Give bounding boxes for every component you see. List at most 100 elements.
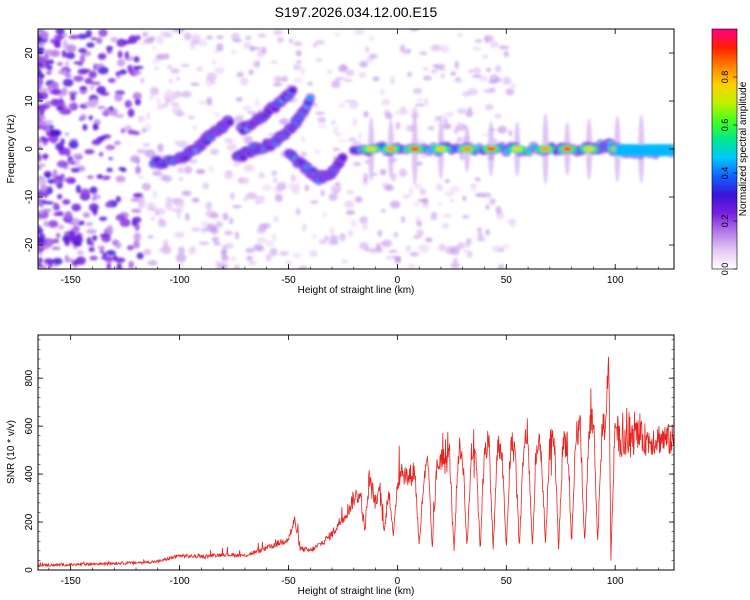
noise-blob bbox=[98, 135, 107, 141]
colorbar-ticks: 0.0 0.2 0.4 0.6 0.8 bbox=[720, 71, 737, 275]
noise-blob bbox=[72, 225, 80, 233]
noise-blob bbox=[334, 32, 341, 37]
noise-blob bbox=[231, 255, 236, 262]
noise-blob bbox=[416, 161, 423, 166]
noise-blob bbox=[198, 241, 210, 246]
noise-blob bbox=[341, 259, 349, 264]
noise-blob bbox=[463, 249, 469, 253]
noise-blob bbox=[128, 260, 134, 269]
noise-blob bbox=[181, 91, 190, 98]
noise-blob bbox=[136, 148, 147, 154]
noise-blob bbox=[126, 245, 135, 251]
noise-blob bbox=[223, 172, 234, 180]
noise-blob bbox=[80, 113, 87, 121]
noise-blob bbox=[140, 77, 145, 84]
noise-blob bbox=[202, 182, 210, 190]
noise-blob bbox=[472, 46, 481, 52]
noise-blob bbox=[335, 132, 342, 137]
noise-blob bbox=[465, 110, 474, 118]
noise-blob bbox=[201, 220, 209, 227]
noise-blob bbox=[157, 248, 164, 253]
noise-blob bbox=[120, 127, 126, 134]
noise-blob bbox=[249, 46, 261, 51]
noise-blob bbox=[320, 189, 325, 197]
noise-blob bbox=[407, 71, 412, 78]
noise-blob bbox=[165, 201, 173, 211]
snr-ytick-label: 400 bbox=[24, 465, 35, 482]
noise-blob bbox=[53, 202, 59, 210]
spectrogram-ytick-label: 10 bbox=[24, 95, 35, 107]
noise-blob bbox=[224, 137, 234, 144]
noise-blob bbox=[79, 220, 85, 226]
noise-blob bbox=[313, 102, 318, 108]
noise-blob bbox=[405, 244, 411, 253]
noise-blob bbox=[191, 197, 200, 203]
snr-xtick-label: 0 bbox=[395, 576, 401, 587]
noise-blob bbox=[39, 184, 48, 191]
noise-blob bbox=[191, 34, 201, 44]
figure-title: S197.2026.034.12.00.E15 bbox=[275, 4, 438, 20]
noise-blob bbox=[98, 29, 108, 37]
noise-blob bbox=[128, 35, 138, 44]
noise-blob bbox=[38, 110, 41, 116]
noise-blob bbox=[482, 132, 490, 137]
noise-blob bbox=[332, 147, 341, 152]
noise-blob bbox=[322, 212, 328, 218]
noise-blob bbox=[424, 237, 433, 243]
noise-blob bbox=[310, 199, 319, 205]
noise-blob bbox=[72, 153, 84, 158]
noise-blob bbox=[485, 229, 491, 236]
noise-blob bbox=[115, 71, 122, 76]
noise-blob bbox=[38, 209, 44, 215]
noise-blob bbox=[38, 193, 45, 197]
noise-blob bbox=[304, 184, 310, 192]
noise-blob bbox=[43, 138, 50, 143]
noise-blob bbox=[147, 260, 158, 266]
noise-blob bbox=[274, 193, 283, 203]
noise-blob bbox=[81, 68, 91, 73]
noise-blob bbox=[65, 177, 77, 184]
noise-blob bbox=[343, 99, 355, 104]
noise-blob bbox=[466, 251, 473, 258]
noise-blob bbox=[38, 78, 44, 87]
noise-blob bbox=[84, 149, 95, 155]
noise-blob bbox=[403, 170, 409, 176]
snr-xlabel: Height of straight line (km) bbox=[298, 586, 415, 597]
noise-blob bbox=[443, 118, 448, 125]
noise-blob bbox=[456, 108, 467, 115]
noise-blob bbox=[417, 97, 423, 103]
noise-blob bbox=[91, 139, 102, 146]
noise-blob bbox=[56, 160, 68, 168]
noise-blob bbox=[210, 148, 219, 155]
noise-blob bbox=[270, 60, 278, 64]
noise-blob bbox=[114, 93, 123, 102]
snr-xtick-label: -50 bbox=[281, 576, 296, 587]
noise-blob bbox=[106, 167, 113, 173]
noise-blob bbox=[281, 75, 288, 83]
noise-blob bbox=[317, 124, 328, 128]
noise-blob bbox=[416, 229, 424, 237]
noise-blob bbox=[38, 224, 42, 229]
noise-blob bbox=[254, 200, 260, 205]
colorbar-tick-label: 0.6 bbox=[720, 119, 730, 132]
noise-blob bbox=[467, 106, 473, 113]
noise-blob bbox=[133, 240, 140, 249]
spectrogram-ylabel: Frequency (Hz) bbox=[6, 115, 17, 184]
noise-blob bbox=[64, 74, 72, 78]
noise-blob bbox=[85, 29, 92, 38]
noise-blob bbox=[148, 36, 156, 41]
noise-blob bbox=[293, 78, 304, 83]
noise-blob bbox=[368, 248, 378, 254]
noise-blob bbox=[183, 165, 193, 174]
noise-blob bbox=[474, 39, 483, 43]
noise-blob bbox=[61, 86, 68, 96]
noise-blob bbox=[273, 30, 283, 36]
noise-blob bbox=[181, 140, 190, 147]
noise-blob bbox=[377, 229, 383, 237]
noise-blob bbox=[329, 226, 335, 235]
noise-blob bbox=[269, 247, 278, 257]
noise-blob bbox=[450, 246, 461, 256]
noise-blob bbox=[75, 184, 82, 194]
noise-blob bbox=[195, 169, 206, 174]
noise-blob bbox=[430, 211, 438, 221]
